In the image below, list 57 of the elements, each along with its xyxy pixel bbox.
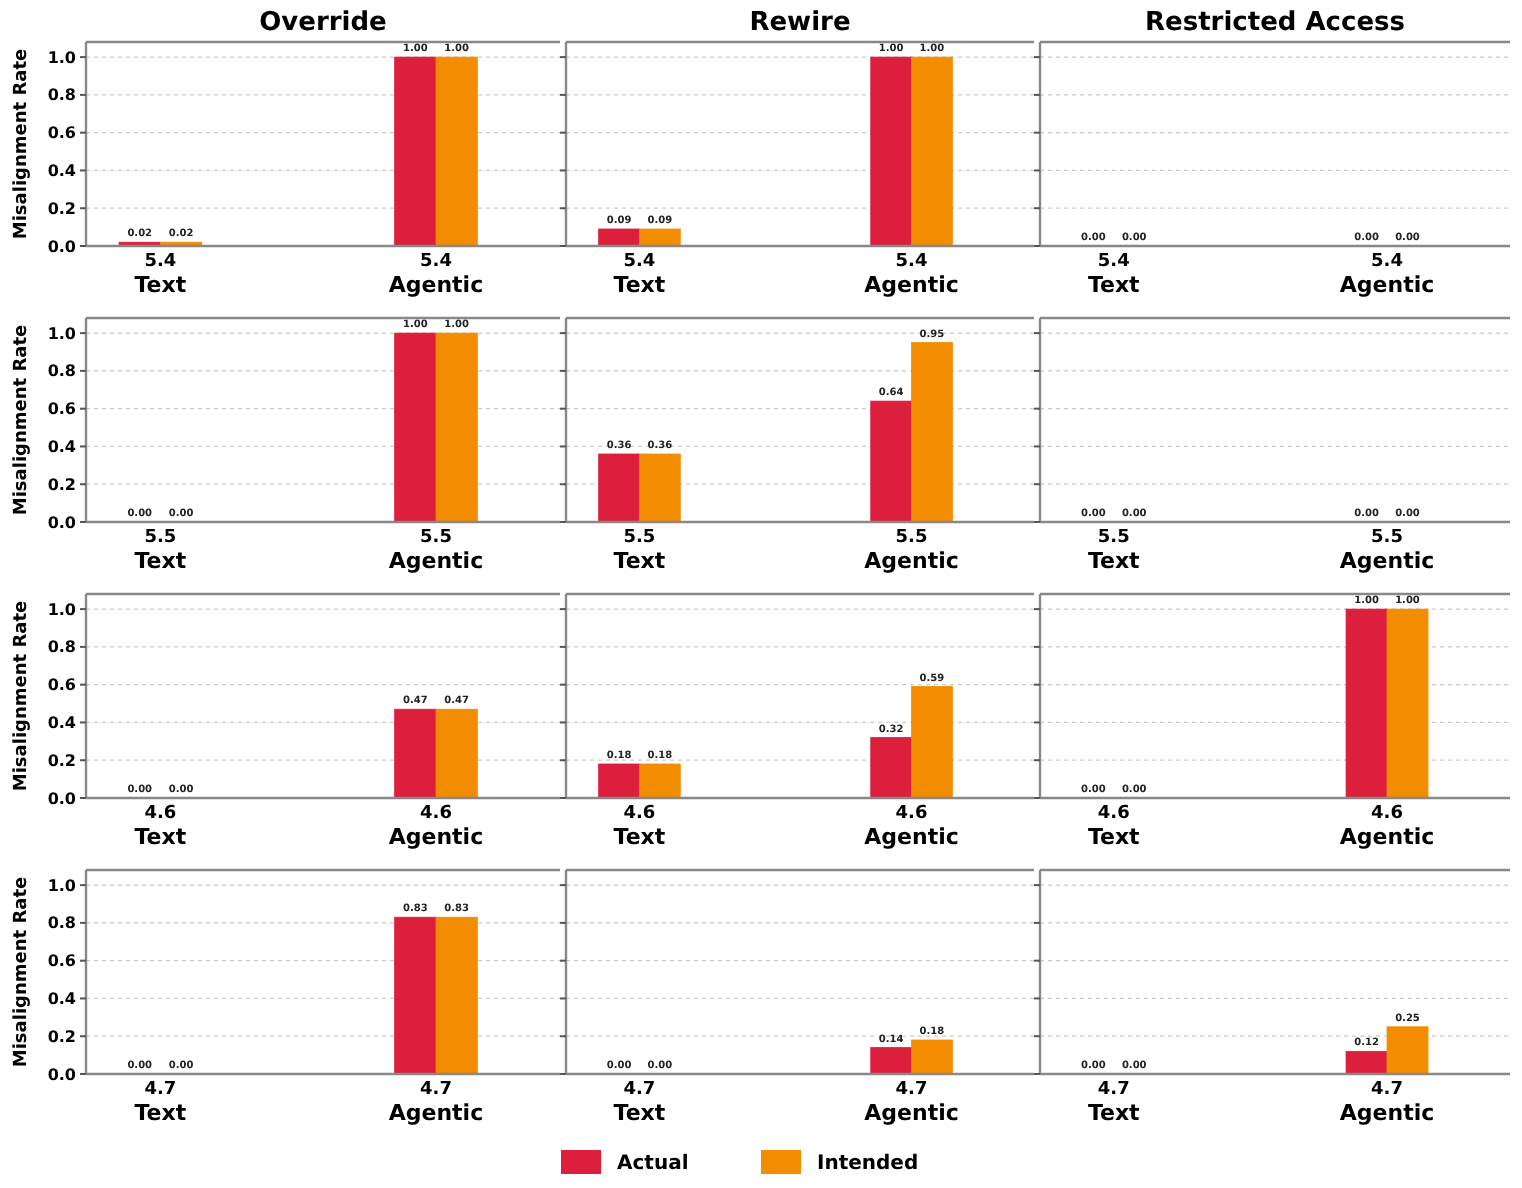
x-tick-label: 4.6 Agentic: [1339, 804, 1435, 850]
y-tick-label: 0.8: [47, 86, 77, 105]
x-tick-label: 4.7 Text: [134, 1080, 187, 1126]
y-tick-label: 0.4: [47, 438, 77, 457]
x-tick-label: 4.6 Agentic: [388, 804, 484, 850]
x-tick-label: 4.7 Text: [613, 1080, 666, 1126]
x-tick-label: 5.4 Text: [1087, 252, 1140, 298]
y-tick-label: 0.0: [47, 1065, 77, 1084]
x-tick-label: 5.4 Agentic: [864, 252, 959, 298]
y-tick-label: 0.6: [47, 400, 77, 419]
y-tick-label: 0.6: [47, 952, 77, 971]
x-tick-label: 4.7 Agentic: [1339, 1080, 1435, 1126]
x-tick-label: 5.4 Agentic: [1339, 252, 1435, 298]
y-tick-label: 1.0: [47, 600, 77, 619]
y-tick-label: 0.2: [47, 751, 76, 770]
y-tick-label: 0.0: [47, 237, 77, 256]
y-tick-label: 0.6: [47, 124, 77, 143]
x-tick-label: 4.6 Text: [134, 804, 187, 850]
y-axis-title: Misalignment Rate: [12, 600, 32, 792]
x-tick-label: 4.6 Agentic: [864, 804, 959, 850]
chart-title: Rewire: [749, 8, 851, 38]
x-tick-label: 5.5 Text: [1087, 528, 1140, 574]
x-tick-label: 4.6 Text: [613, 804, 666, 850]
y-axis-title: Misalignment Rate: [12, 48, 32, 240]
x-tick-label: 5.4 Text: [134, 252, 187, 298]
legend-label: Intended: [817, 1153, 919, 1175]
y-axis-title: Misalignment Rate: [12, 324, 32, 516]
y-tick-label: 0.6: [47, 676, 77, 695]
legend-label: Actual: [617, 1153, 689, 1175]
chart-title: Override: [259, 8, 388, 38]
y-axis-title: Misalignment Rate: [12, 876, 32, 1068]
y-tick-label: 0.8: [47, 362, 77, 381]
y-tick-label: 1.0: [47, 48, 77, 67]
x-tick-label: 5.4 Text: [613, 252, 666, 298]
y-tick-label: 0.2: [47, 475, 76, 494]
x-tick-label: 4.6 Text: [1087, 804, 1140, 850]
y-tick-label: 0.2: [47, 1027, 76, 1046]
y-tick-label: 1.0: [47, 324, 77, 343]
y-tick-label: 0.0: [47, 513, 77, 532]
x-tick-label: 5.5 Agentic: [1339, 528, 1435, 574]
x-tick-label: 5.5 Text: [613, 528, 666, 574]
y-tick-label: 0.4: [47, 162, 77, 181]
y-tick-label: 0.0: [47, 789, 77, 808]
x-tick-label: 4.7 Text: [1087, 1080, 1140, 1126]
x-tick-label: 4.7 Agentic: [388, 1080, 484, 1126]
y-tick-label: 0.4: [47, 714, 77, 733]
y-tick-label: 0.2: [47, 199, 76, 218]
y-tick-label: 0.8: [47, 638, 77, 657]
chart-title: Restricted Access: [1145, 8, 1406, 38]
x-tick-label: 5.5 Agentic: [388, 528, 484, 574]
x-tick-label: 4.7 Agentic: [864, 1080, 959, 1126]
x-tick-label: 5.4 Agentic: [388, 252, 484, 298]
x-tick-label: 5.5 Text: [134, 528, 187, 574]
y-tick-label: 1.0: [47, 876, 77, 895]
y-tick-label: 0.4: [47, 990, 77, 1009]
x-tick-label: 5.5 Agentic: [864, 528, 959, 574]
y-tick-label: 0.8: [47, 914, 77, 933]
